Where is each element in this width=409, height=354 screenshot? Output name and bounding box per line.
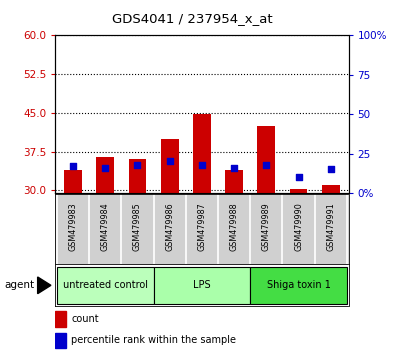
- FancyBboxPatch shape: [57, 267, 153, 304]
- Bar: [289, 189, 307, 193]
- Text: GSM479990: GSM479990: [293, 202, 302, 251]
- Bar: [96, 157, 114, 193]
- Point: [134, 162, 140, 167]
- Text: GSM479987: GSM479987: [197, 202, 206, 251]
- Text: GSM479983: GSM479983: [68, 202, 77, 251]
- Text: GSM479989: GSM479989: [261, 202, 270, 251]
- Point: [70, 163, 76, 169]
- Bar: [225, 170, 243, 193]
- Text: GSM479988: GSM479988: [229, 202, 238, 251]
- Point: [263, 162, 269, 167]
- Bar: [257, 126, 274, 193]
- Text: Shiga toxin 1: Shiga toxin 1: [266, 280, 330, 290]
- Bar: [64, 170, 82, 193]
- Point: [166, 159, 173, 164]
- Bar: [55, 311, 65, 326]
- Bar: [321, 185, 339, 193]
- Text: count: count: [71, 314, 99, 324]
- Point: [230, 165, 237, 171]
- Bar: [55, 333, 65, 348]
- Point: [327, 166, 333, 172]
- Text: GSM479991: GSM479991: [326, 202, 335, 251]
- Text: percentile rank within the sample: percentile rank within the sample: [71, 336, 236, 346]
- Point: [294, 175, 301, 180]
- Point: [102, 165, 108, 171]
- Polygon shape: [38, 277, 51, 294]
- Bar: [193, 114, 210, 193]
- Bar: [160, 139, 178, 193]
- FancyBboxPatch shape: [249, 267, 346, 304]
- Text: GDS4041 / 237954_x_at: GDS4041 / 237954_x_at: [112, 12, 272, 25]
- Text: GSM479984: GSM479984: [101, 202, 110, 251]
- Text: GSM479985: GSM479985: [133, 202, 142, 251]
- FancyBboxPatch shape: [153, 267, 249, 304]
- Text: GSM479986: GSM479986: [165, 202, 174, 251]
- Text: untreated control: untreated control: [63, 280, 147, 290]
- Text: LPS: LPS: [193, 280, 210, 290]
- Text: agent: agent: [4, 280, 34, 290]
- Bar: [128, 159, 146, 193]
- Point: [198, 162, 204, 167]
